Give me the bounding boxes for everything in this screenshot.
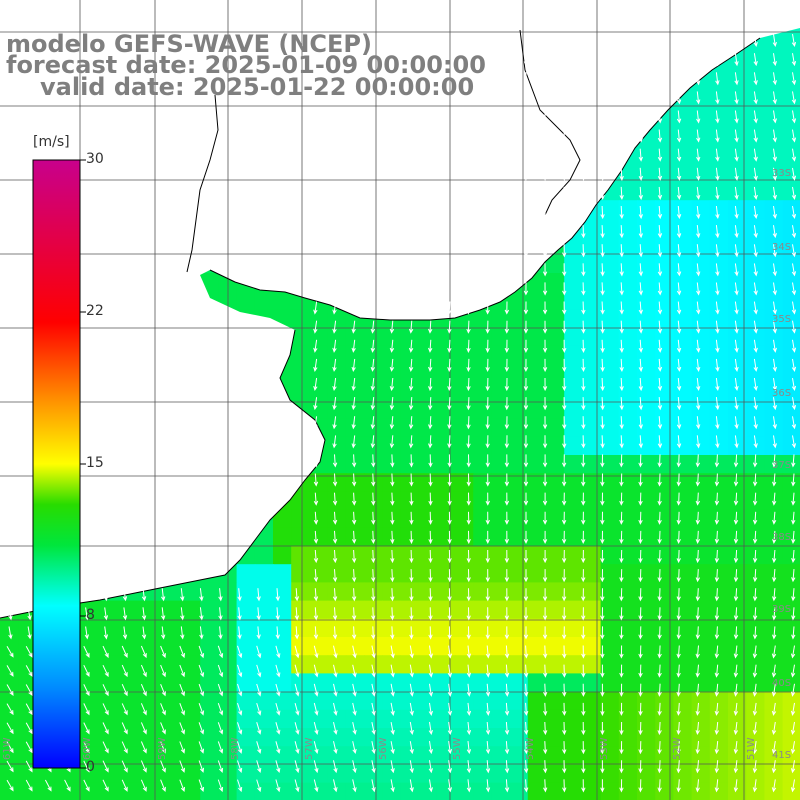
colorbar-gradient [32, 159, 81, 769]
lat-label: 41S [772, 750, 791, 761]
lon-label: 57W [304, 737, 315, 760]
title-valid-date: valid date: 2025-01-22 00:00:00 [40, 73, 475, 101]
colorbar-tick-8: 8 [86, 607, 95, 623]
lon-label: 54W [525, 737, 536, 760]
lat-label: 35S [772, 314, 791, 325]
lat-label: 40S [772, 678, 791, 689]
lon-label: 56W [378, 737, 389, 760]
colorbar-tick-15: 15 [86, 455, 104, 471]
lon-label: 58W [230, 737, 241, 760]
land-area [0, 0, 800, 618]
wind-direction-arrows [6, 33, 797, 793]
lon-label: 53W [599, 737, 610, 760]
lat-label: 33S [772, 168, 791, 179]
lon-label: 61W [2, 737, 13, 760]
lon-label: 60W [82, 737, 93, 760]
lat-label: 34S [772, 242, 791, 253]
title-model: modelo GEFS-WAVE (NCEP) [6, 30, 372, 58]
country-border [186, 29, 581, 273]
axis-labels: 61W60W59W58W57W56W55W54W53W52W51W50W33S3… [2, 168, 791, 761]
colorbar-tick-30: 30 [86, 151, 104, 167]
lon-label: 55W [452, 737, 463, 760]
lat-label: 39S [772, 604, 791, 615]
colorbar-unit: [m/s] [33, 134, 70, 150]
lat-label: 38S [772, 532, 791, 543]
lat-label: 36S [772, 388, 791, 399]
lat-label: 37S [772, 460, 791, 471]
colorbar-tick-0: 0 [86, 759, 95, 775]
colorbar-tick-22: 22 [86, 303, 104, 319]
lon-label: 59W [157, 737, 168, 760]
lon-label: 52W [672, 737, 683, 760]
title-forecast-date: forecast date: 2025-01-09 00:00:00 [6, 51, 486, 79]
lon-label: 51W [746, 737, 757, 760]
